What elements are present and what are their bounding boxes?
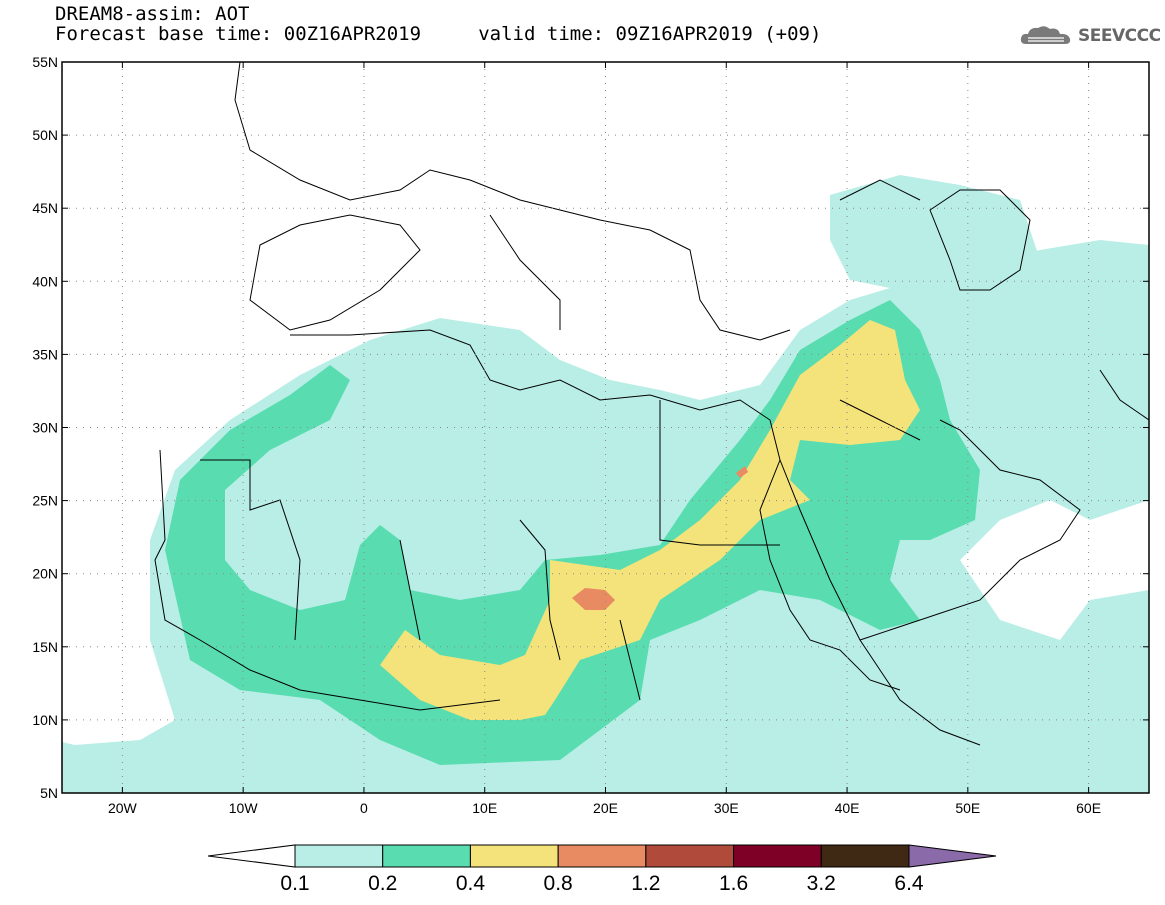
dust-aot-field xyxy=(62,175,1149,793)
colorbar-box xyxy=(557,844,647,868)
lat-tick-label: 25N xyxy=(32,493,58,509)
colorbar-under-triangle xyxy=(207,844,296,868)
colorbar-box xyxy=(645,844,735,868)
aot-contour-0.8-b xyxy=(736,466,748,478)
lon-tick-label: 0 xyxy=(360,800,368,816)
colorbar-label: 1.6 xyxy=(719,872,748,895)
lon-tick-label: 30E xyxy=(714,800,739,816)
lon-tick-label: 50E xyxy=(955,800,980,816)
colorbar-over-triangle xyxy=(908,844,997,868)
lon-tick-label: 10W xyxy=(229,800,259,816)
lon-tick-label: 60E xyxy=(1076,800,1101,816)
colorbar-box xyxy=(294,844,384,868)
logo-text: SEEVCCC xyxy=(1078,26,1161,46)
lat-tick-label: 20N xyxy=(32,566,58,582)
aot-contour-0.4 xyxy=(380,320,920,720)
lon-tick-label: 40E xyxy=(835,800,860,816)
coastlines xyxy=(154,62,1149,746)
lat-tick-label: 10N xyxy=(32,712,58,728)
colorbar-label: 0.8 xyxy=(544,872,573,895)
colorbar-box xyxy=(469,844,559,868)
seevccc-logo: SEEVCCC xyxy=(1020,24,1161,48)
colorbar-label: 3.2 xyxy=(807,872,836,895)
colorbar-box xyxy=(820,844,910,868)
cloud-logo-icon xyxy=(1020,26,1071,44)
lat-tick-label: 45N xyxy=(32,200,58,216)
axis-ticks: 20W 10W 0 10E 20E 30E 40E 50E 60E 5N 10N 15N 20N 25N 3… xyxy=(32,54,1149,816)
aot-contour-0.1-caspian xyxy=(830,175,1040,310)
aot-contour-0.8-a xyxy=(572,588,615,610)
graticule xyxy=(62,61,1149,794)
lon-tick-label: 20W xyxy=(108,800,138,816)
lat-tick-label: 50N xyxy=(32,127,58,143)
lat-tick-label: 40N xyxy=(32,273,58,289)
map-title: DREAM8-assim: AOT xyxy=(55,3,250,25)
colorbar: 0.1 0.2 0.4 0.8 1.2 1.6 3.2 6.4 xyxy=(207,844,997,895)
lat-tick-label: 5N xyxy=(40,785,58,801)
colorbar-box xyxy=(733,844,822,868)
lat-tick-label: 15N xyxy=(32,639,58,655)
colorbar-label: 0.2 xyxy=(368,872,397,895)
colorbar-label: 0.1 xyxy=(280,872,309,895)
lon-tick-label: 20E xyxy=(593,800,618,816)
colorbar-box xyxy=(382,844,471,868)
colorbar-label: 1.2 xyxy=(631,872,660,895)
colorbar-label: 0.4 xyxy=(456,872,486,895)
aot-contour-0.2 xyxy=(165,300,980,765)
lon-tick-label: 10E xyxy=(472,800,497,816)
lat-tick-label: 35N xyxy=(32,346,58,362)
colorbar-label: 6.4 xyxy=(894,872,924,895)
lat-tick-label: 55N xyxy=(32,54,58,70)
forecast-time-line: Forecast base time: 00Z16APR2019 valid t… xyxy=(55,23,822,45)
lat-tick-label: 30N xyxy=(32,420,58,436)
